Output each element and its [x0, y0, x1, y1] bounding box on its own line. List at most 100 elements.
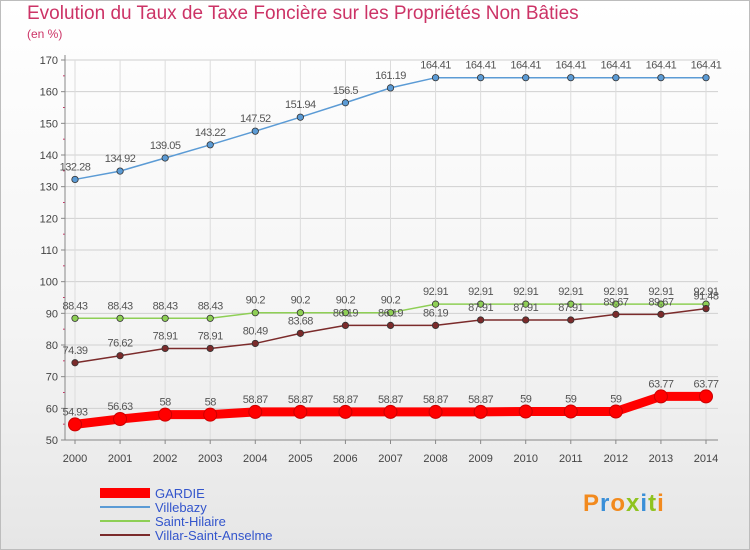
- data-label: 87.91: [513, 302, 538, 314]
- legend-item: Villebazy: [100, 499, 273, 515]
- y-tick-label: 70: [46, 372, 58, 384]
- data-label: 89.67: [648, 296, 673, 308]
- axes: 50 60 70 80 90 100 110 120 130 140 150 160 170 2000 20…: [40, 55, 718, 465]
- legend-label: Saint-Hilaire: [155, 513, 226, 529]
- data-point: [608, 404, 623, 419]
- y-tick-label: 140: [40, 150, 58, 162]
- data-point: [522, 316, 530, 324]
- data-label: 63.77: [648, 378, 673, 390]
- logo-letter: t: [648, 490, 658, 517]
- x-tick-label: 2002: [153, 453, 177, 465]
- data-label: 151.94: [285, 99, 316, 111]
- legend-label: GARDIE: [155, 485, 205, 501]
- legend-swatch: [100, 534, 150, 536]
- data-label: 58: [160, 397, 172, 409]
- data-point: [702, 74, 710, 82]
- y-tick-label: 160: [40, 87, 58, 99]
- legend-swatch: [100, 488, 150, 498]
- y-tick-label: 150: [40, 118, 58, 130]
- data-point: [477, 74, 485, 82]
- y-tick-label: 80: [46, 340, 58, 352]
- data-label: 87.91: [468, 302, 493, 314]
- data-label: 74.39: [62, 345, 87, 357]
- data-point: [113, 412, 128, 427]
- data-point: [702, 305, 710, 313]
- data-point: [161, 154, 169, 162]
- data-point: [567, 316, 575, 324]
- data-label: 58.87: [288, 394, 313, 406]
- data-label: 86.19: [378, 307, 403, 319]
- data-label: 87.91: [558, 302, 583, 314]
- y-tick-label: 120: [40, 213, 58, 225]
- data-label: 88.43: [62, 300, 87, 312]
- data-label: 164.41: [465, 60, 496, 72]
- data-label: 76.62: [108, 338, 133, 350]
- data-label: 58.87: [243, 394, 268, 406]
- data-point: [206, 344, 214, 353]
- data-point: [68, 417, 82, 432]
- logo-letter: i: [657, 490, 665, 517]
- legend-item: GARDIE: [100, 485, 273, 501]
- data-point: [338, 404, 353, 419]
- legend-label: Villebazy: [155, 499, 207, 515]
- data-point: [158, 407, 173, 422]
- data-label: 132.28: [60, 161, 91, 173]
- data-label: 134.92: [105, 153, 136, 165]
- data-point: [386, 84, 395, 92]
- logo-letter: i: [640, 490, 649, 517]
- data-point: [522, 74, 530, 82]
- data-point: [293, 404, 308, 419]
- x-tick-label: 2003: [198, 453, 222, 465]
- x-tick-label: 2004: [243, 453, 267, 465]
- data-point: [657, 300, 665, 308]
- data-point: [477, 300, 485, 308]
- data-point: [296, 113, 304, 121]
- data-label: 164.41: [555, 60, 586, 72]
- data-point: [473, 404, 488, 419]
- x-tick-label: 2009: [468, 453, 492, 465]
- data-label: 88.43: [108, 300, 133, 312]
- data-label: 90.2: [381, 295, 401, 307]
- data-point: [563, 404, 578, 419]
- data-label: 164.41: [510, 60, 541, 72]
- data-point: [71, 175, 79, 184]
- data-point: [296, 329, 304, 337]
- data-point: [657, 74, 665, 82]
- data-label: 147.52: [240, 113, 271, 125]
- data-point: [612, 300, 620, 308]
- logo-letter: P: [583, 490, 601, 517]
- data-point: [161, 314, 169, 322]
- x-tick-label: 2007: [378, 453, 402, 465]
- data-point: [251, 339, 259, 348]
- data-label: 92.91: [603, 286, 628, 298]
- data-label: 161.19: [375, 70, 406, 82]
- data-label: 80.49: [243, 325, 268, 337]
- data-label: 90.2: [246, 295, 266, 307]
- x-tick-label: 2012: [604, 453, 628, 465]
- x-tick-label: 2005: [288, 453, 312, 465]
- data-point: [477, 316, 485, 324]
- y-axis-unit: (en %): [27, 27, 63, 41]
- y-tick-label: 100: [40, 277, 58, 289]
- chart-title: Evolution du Taux de Taxe Foncière sur l…: [27, 3, 579, 24]
- data-point: [251, 309, 259, 317]
- y-tick-label: 130: [40, 182, 58, 194]
- data-point: [653, 389, 668, 404]
- data-labels: 54.93 56.63 58 58 58.87 58.87 58.87 58.87 58.87 5…: [60, 60, 723, 419]
- data-point: [341, 309, 350, 317]
- data-label: 156.5: [333, 85, 358, 97]
- x-tick-label: 2001: [108, 453, 132, 465]
- legend-swatch: [100, 520, 150, 522]
- data-point: [386, 309, 395, 317]
- gridlines: [65, 59, 718, 441]
- data-label: 92.91: [423, 286, 448, 298]
- data-point: [116, 314, 124, 322]
- data-label: 88.43: [153, 300, 178, 312]
- data-label: 164.41: [601, 60, 632, 72]
- data-label: 63.77: [693, 378, 718, 390]
- data-point: [383, 404, 398, 419]
- data-point: [428, 404, 443, 419]
- data-label: 59: [610, 394, 622, 406]
- data-label: 92.91: [468, 286, 493, 298]
